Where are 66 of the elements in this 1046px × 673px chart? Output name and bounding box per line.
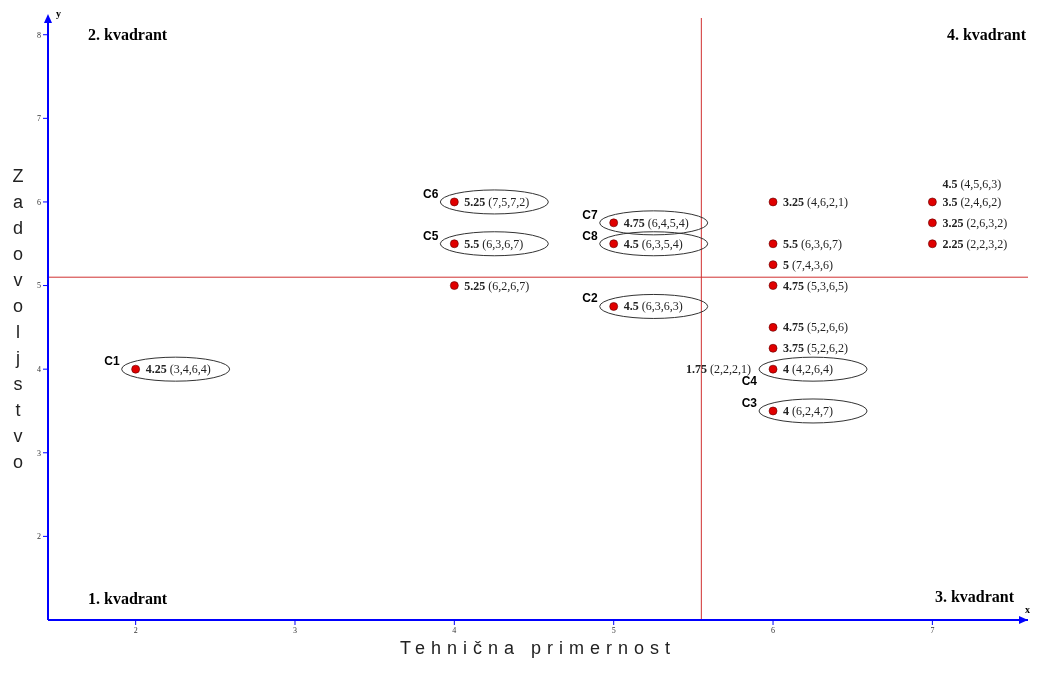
point <box>768 343 778 353</box>
point <box>768 323 778 332</box>
annotation: y <box>56 8 61 19</box>
y-tick-label: 6 <box>37 197 41 207</box>
annotation: 3. kvadrant <box>934 588 1014 606</box>
series-label: C5 <box>423 228 439 243</box>
annotation: 4 (6,2,4,7) <box>783 403 834 418</box>
point <box>131 364 140 374</box>
annotation: 4.5 (6,3,6,3) <box>623 299 683 314</box>
annotation: 5.5 (6,3,6,7) <box>464 236 524 251</box>
series-label: C1 <box>104 354 120 369</box>
annotation: 4.5 (4,5,6,3) <box>942 176 1002 191</box>
point <box>609 239 618 249</box>
annotation: 5.25 (7,5,7,2) <box>464 194 530 209</box>
y-tick-label: 5 <box>37 281 41 291</box>
point <box>609 218 618 228</box>
series-label: C4 <box>741 374 758 389</box>
point <box>768 197 778 207</box>
series-label: C8 <box>582 228 599 243</box>
y-tick-label: 7 <box>37 114 41 124</box>
annotation: 3.25 (4,6,2,1) <box>783 194 849 209</box>
y-tick-label: 8 <box>37 30 41 40</box>
annotation: 3.5 (2,4,6,2) <box>942 194 1002 209</box>
series-label: C7 <box>582 207 599 222</box>
y-tick-label: 3 <box>37 448 41 458</box>
annotation: 4.75 (5,2,6,6) <box>783 320 849 335</box>
x-tick-label: 2 <box>133 625 138 635</box>
annotation: 5.5 (6,3,6,7) <box>783 236 843 251</box>
point <box>768 364 778 374</box>
annotation: 4 (4,2,6,4) <box>783 362 834 377</box>
annotation: 2. kvadrant <box>88 26 168 44</box>
annotation: 5.25 (6,2,6,7) <box>464 278 530 293</box>
point <box>768 406 778 416</box>
annotation: 2.25 (2,2,3,2) <box>942 236 1008 251</box>
series-label: C2 <box>582 291 599 306</box>
point <box>768 260 778 269</box>
x-tick-label: 7 <box>930 625 935 635</box>
annotation: 4.25 (3,4,6,4) <box>145 362 211 377</box>
text: Zadovoljstvo <box>12 166 24 472</box>
point <box>450 197 459 207</box>
y-tick-label: 4 <box>37 365 41 375</box>
annotation: 1. kvadrant <box>88 590 168 608</box>
point <box>768 281 778 290</box>
x-tick-label: 3 <box>292 625 297 635</box>
annotation: x <box>1025 604 1030 615</box>
annotation: 5 (7,4,3,6) <box>783 257 834 272</box>
annotation: 4.75 (6,4,5,4) <box>623 215 689 230</box>
point <box>928 218 937 228</box>
annotation: 4.75 (5,3,6,5) <box>783 278 849 293</box>
point <box>928 239 937 249</box>
series-label: C3 <box>741 395 758 410</box>
point <box>768 239 778 249</box>
annotation: 3.75 (5,2,6,2) <box>783 341 849 356</box>
point <box>928 197 937 207</box>
series-label: C6 <box>423 186 439 201</box>
point <box>609 302 618 311</box>
x-tick-label: 4 <box>452 625 457 635</box>
annotation: 4. kvadrant <box>946 26 1026 44</box>
x-axis-title: Tehnična primernost <box>398 638 678 659</box>
annotation: 4.5 (6,3,5,4) <box>623 236 683 251</box>
point <box>450 281 459 290</box>
x-tick-label: 6 <box>771 625 776 635</box>
point <box>450 239 459 249</box>
y-tick-label: 2 <box>37 532 41 542</box>
x-tick-label: 5 <box>611 625 616 635</box>
annotation: 3.25 (2,6,3,2) <box>942 215 1008 230</box>
